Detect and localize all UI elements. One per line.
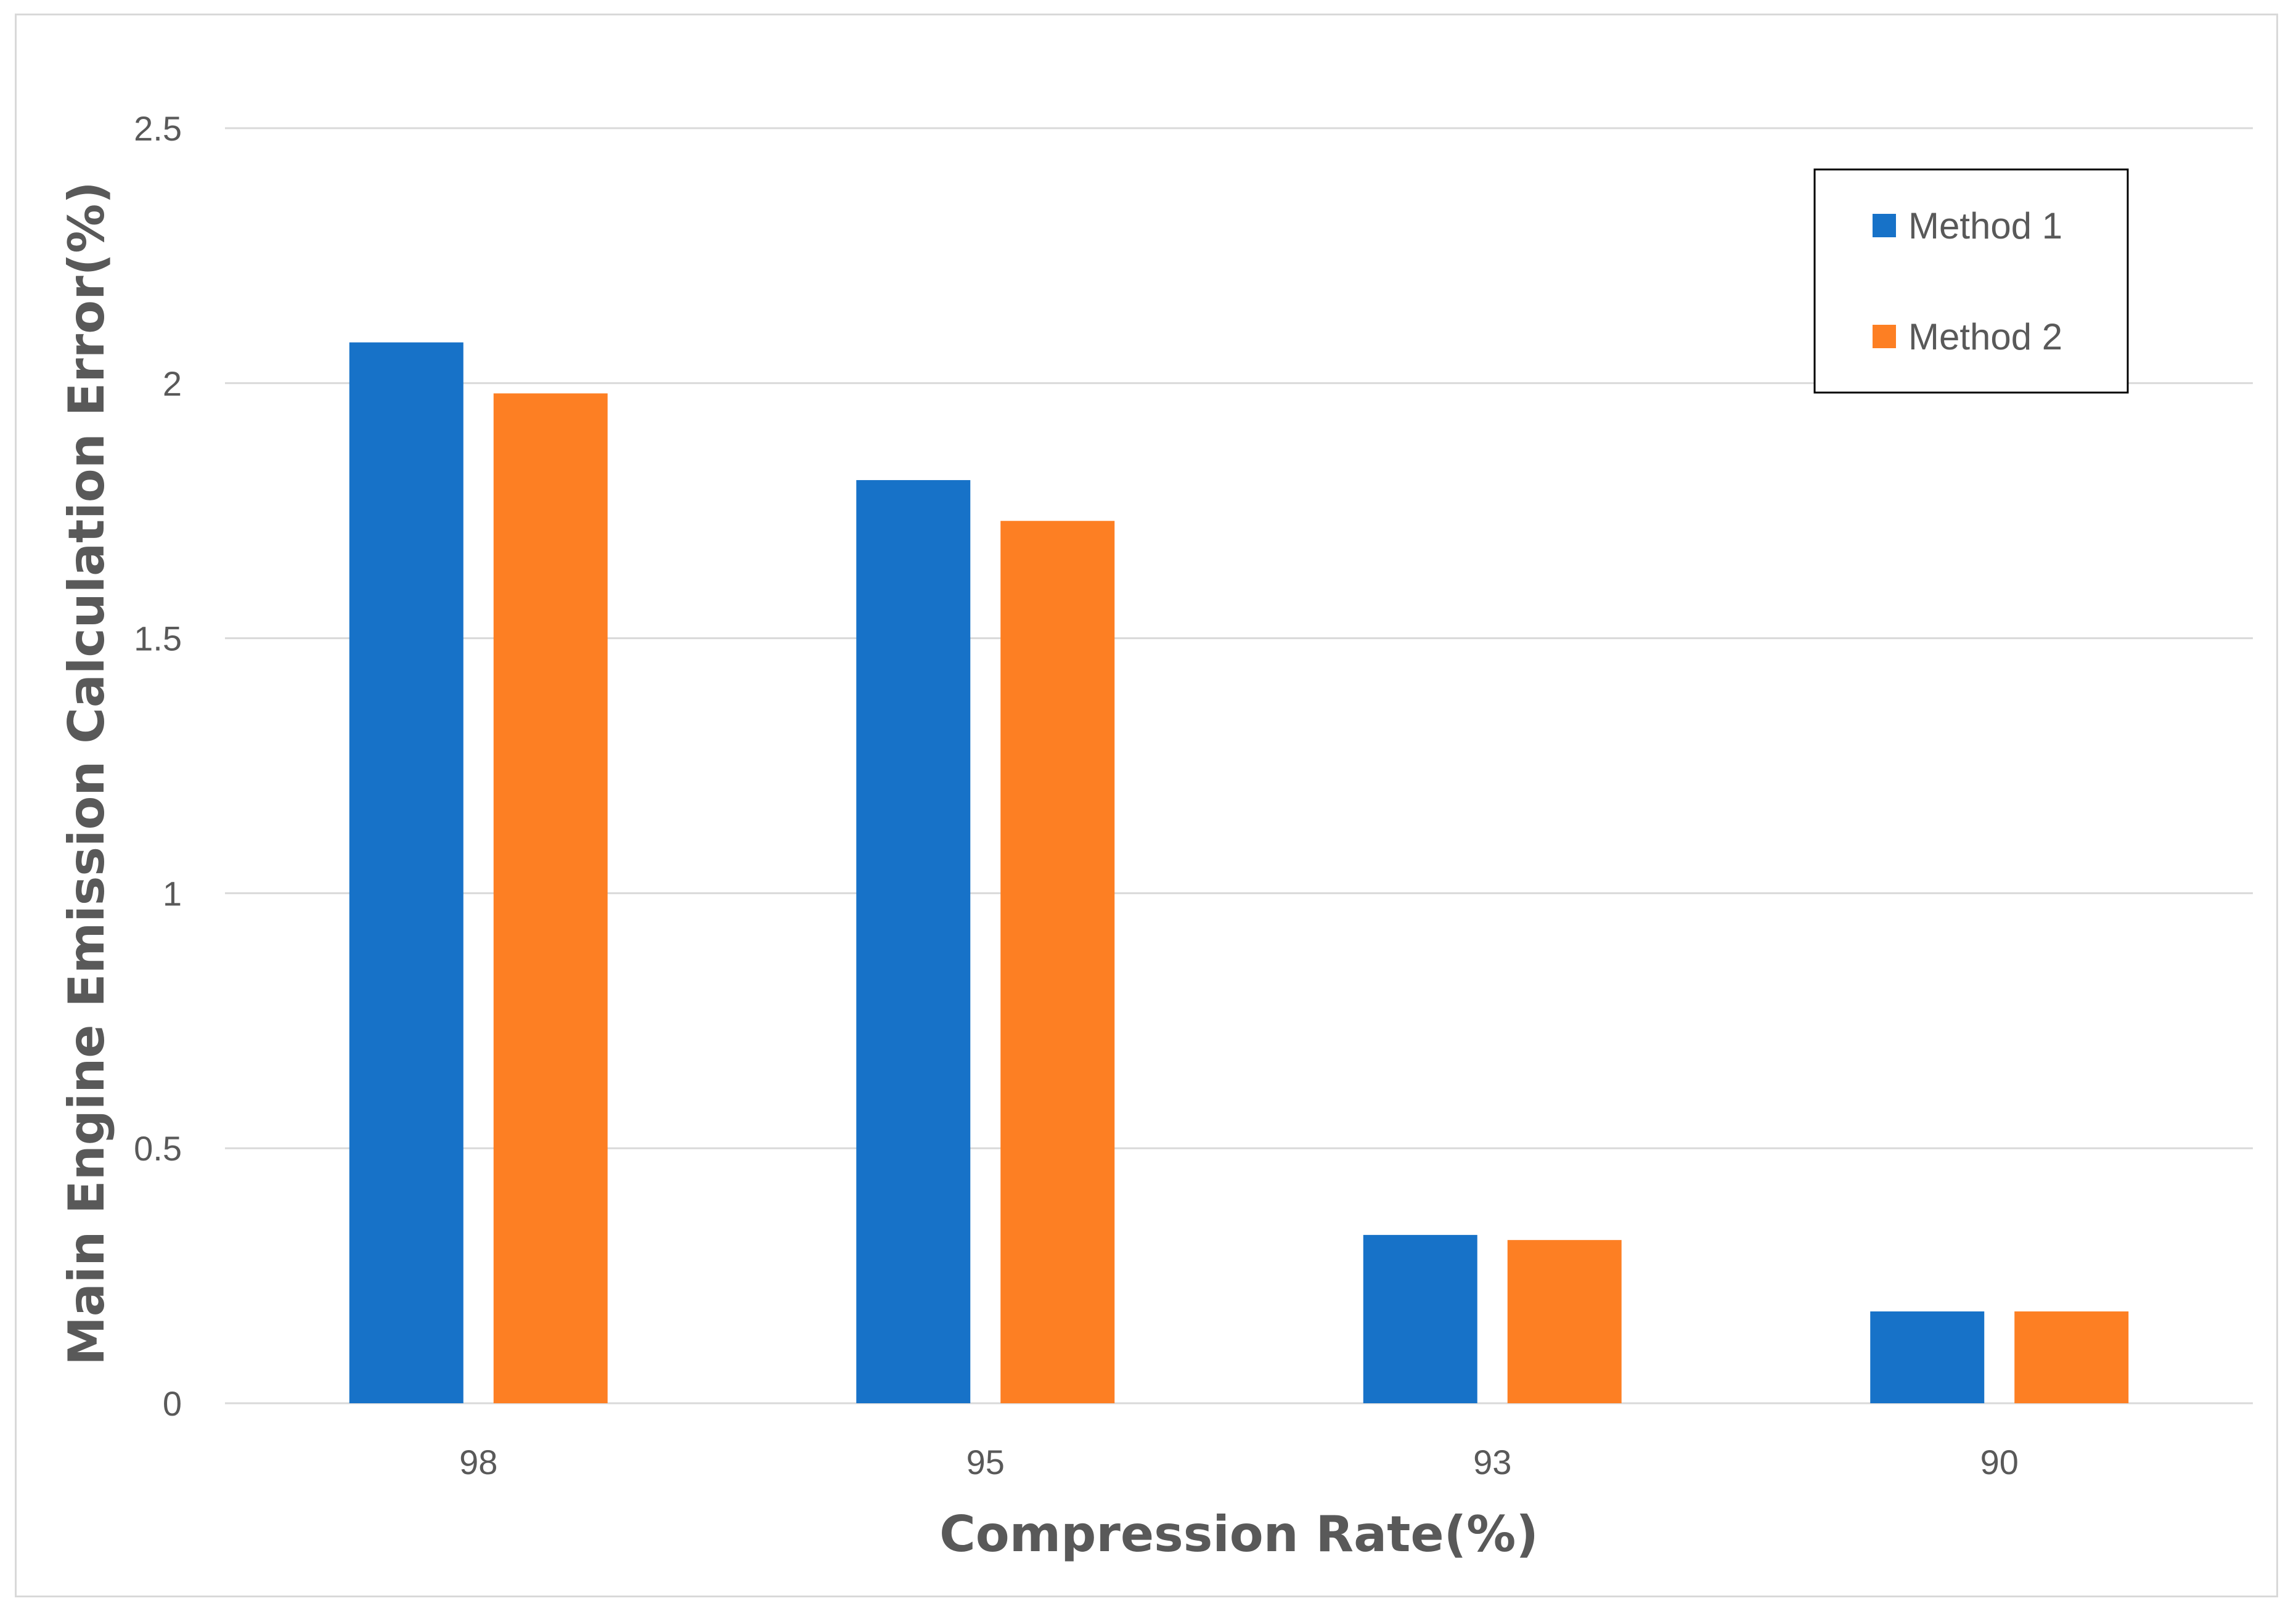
bar-method-1-90 <box>1870 1311 1985 1403</box>
legend-label-method-2: Method 2 <box>1908 316 2062 357</box>
y-tick-label: 1.5 <box>134 619 182 658</box>
x-tick-label: 93 <box>1473 1443 1511 1482</box>
bars <box>349 342 2129 1404</box>
y-tick-label: 0.5 <box>134 1129 182 1168</box>
y-axis-ticks: 0 0.5 1 1.5 2 2.5 <box>134 109 182 1423</box>
x-tick-label: 98 <box>459 1443 497 1482</box>
legend: Method 1 Method 2 <box>1813 168 2129 394</box>
y-tick-label: 2.5 <box>134 109 182 148</box>
bar-method-1-98 <box>349 342 464 1403</box>
legend-swatch-method-2 <box>1873 325 1896 348</box>
bar-method-1-93 <box>1363 1234 1477 1403</box>
legend-swatch-method-1 <box>1873 214 1896 237</box>
legend-box <box>1813 168 2129 394</box>
y-tick-label: 1 <box>163 874 182 913</box>
x-tick-label: 95 <box>966 1443 1005 1482</box>
y-tick-label: 2 <box>163 364 182 403</box>
y-tick-label: 0 <box>163 1384 182 1423</box>
legend-label-method-1: Method 1 <box>1908 205 2062 247</box>
bar-method-2-90 <box>2014 1311 2129 1403</box>
y-axis-title: Main Engine Emission Calculation Error(%… <box>58 181 115 1366</box>
bar-method-1-95 <box>856 480 971 1404</box>
x-tick-label: 90 <box>1980 1443 2019 1482</box>
x-axis-ticks: 98 95 93 90 <box>459 1443 2019 1482</box>
x-axis-title: Compression Rate(%) <box>939 1506 1538 1563</box>
bar-method-2-98 <box>493 393 608 1403</box>
bar-method-2-93 <box>1507 1240 1622 1403</box>
bar-method-2-95 <box>1000 521 1115 1404</box>
